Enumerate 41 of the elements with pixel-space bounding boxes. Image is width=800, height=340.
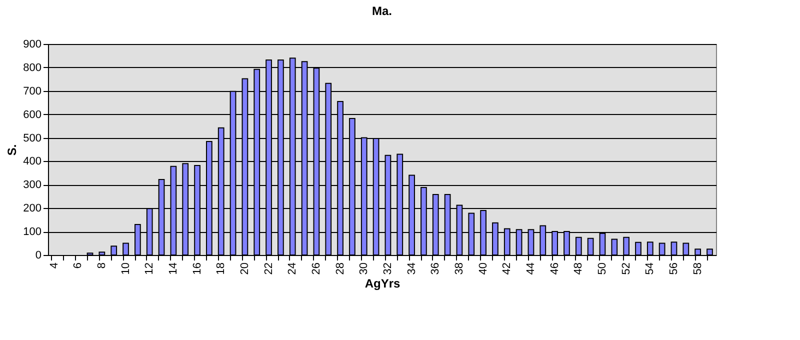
- x-tick-label: 18: [215, 262, 228, 275]
- x-tick-label: 26: [310, 262, 322, 275]
- x-tick-label: 54: [644, 262, 656, 275]
- y-tick-label: 200: [23, 202, 42, 215]
- x-tick-label: 52: [620, 262, 632, 275]
- x-tick-label: 42: [501, 262, 514, 275]
- x-tick-label: 38: [453, 262, 466, 275]
- x-tick-label: 50: [596, 262, 608, 275]
- y-tick-label: 100: [23, 226, 42, 238]
- y-tick-label: 800: [23, 62, 42, 74]
- y-tick-label: 600: [23, 108, 42, 121]
- x-tick-label: 22: [262, 262, 275, 275]
- x-tick-label: 14: [167, 262, 180, 275]
- x-tick-label: 20: [238, 262, 251, 275]
- x-tick-label: 30: [358, 262, 370, 275]
- x-tick-label: 8: [96, 262, 108, 269]
- y-tick-label: 500: [23, 132, 42, 144]
- x-tick-label: 4: [48, 262, 60, 269]
- x-tick-label: 28: [334, 262, 346, 275]
- x-tick-label: 46: [548, 262, 561, 275]
- y-tick-label: 400: [23, 156, 42, 168]
- y-tick-label: 700: [23, 85, 42, 98]
- x-tick-label: 36: [430, 262, 442, 275]
- x-tick-label: 24: [286, 262, 299, 275]
- x-tick-label: 48: [572, 262, 585, 275]
- x-tick-label: 58: [692, 262, 704, 275]
- y-axis-title: S.: [5, 144, 20, 156]
- x-tick-label: 6: [72, 262, 84, 269]
- x-tick-label: 34: [406, 262, 418, 275]
- y-tick-label: 0: [35, 250, 42, 262]
- chart-title: Ma.: [372, 4, 392, 18]
- x-tick-label: 40: [477, 262, 490, 275]
- y-tick-label: 900: [23, 38, 42, 50]
- x-tick-label: 56: [668, 262, 680, 275]
- x-axis-title: AgYrs: [364, 276, 400, 291]
- y-tick-label: 300: [23, 179, 42, 192]
- x-tick-label: 44: [524, 262, 537, 275]
- x-tick-label: 10: [120, 262, 132, 275]
- x-tick-label: 32: [382, 262, 394, 275]
- x-tick-label: 16: [191, 262, 204, 275]
- x-tick-label: 12: [144, 262, 156, 275]
